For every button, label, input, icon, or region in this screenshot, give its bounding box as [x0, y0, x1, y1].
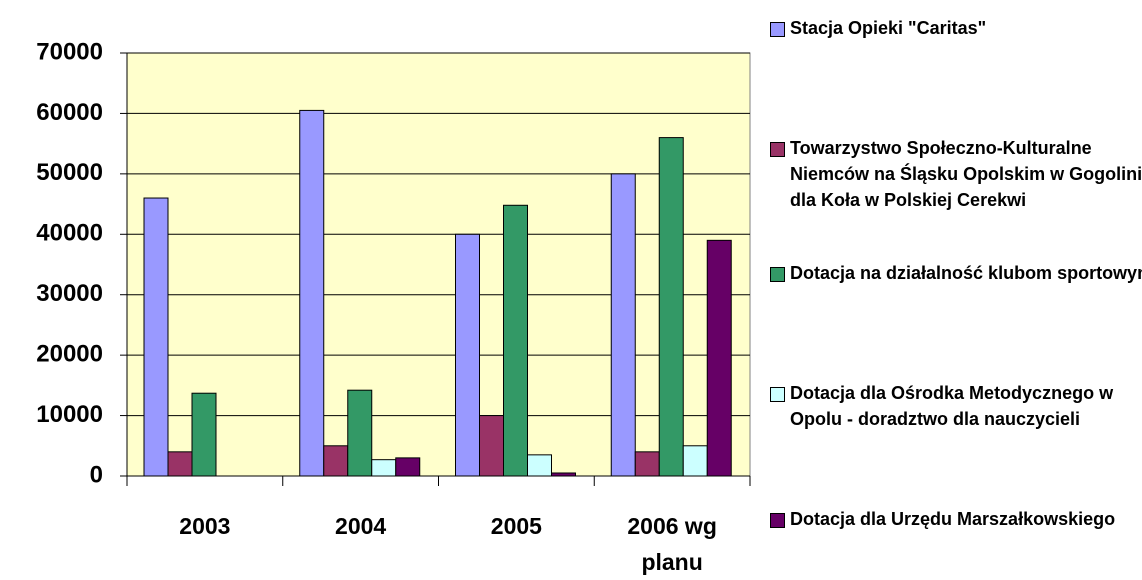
bar — [682, 445, 708, 477]
legend-entry: Towarzystwo Społeczno-Kulturalne Niemców… — [770, 135, 1142, 213]
y-tick-label: 10000 — [36, 401, 103, 428]
bar — [323, 445, 349, 477]
bar — [299, 109, 325, 477]
bar — [455, 233, 480, 477]
bar — [371, 459, 397, 477]
bar — [479, 415, 504, 477]
legend-entry: Dotacja dla Ośrodka Metodycznego w Opolu… — [770, 380, 1142, 432]
y-tick-label: 40000 — [36, 220, 103, 247]
bar — [634, 451, 660, 477]
y-tick-label: 20000 — [36, 340, 103, 367]
legend-swatch — [770, 387, 785, 402]
x-tick-label: 2006 wg planu — [627, 513, 717, 575]
y-tick-label: 70000 — [36, 38, 103, 65]
bar — [143, 197, 169, 477]
legend-entry: Stacja Opieki "Caritas" — [770, 15, 1142, 41]
bar — [527, 454, 552, 477]
y-tick-label: 50000 — [36, 159, 103, 186]
bar — [395, 457, 421, 477]
legend-entry: Dotacja dla Urzędu Marszałkowskiego — [770, 506, 1142, 532]
legend-label: Towarzystwo Społeczno-Kulturalne Niemców… — [790, 138, 1142, 210]
legend-swatch — [770, 142, 785, 157]
bar — [610, 173, 636, 477]
bar — [167, 451, 193, 477]
legend-swatch — [770, 22, 785, 37]
legend-entry: Dotacja na działalność klubom sportowym — [770, 260, 1142, 286]
bar — [503, 204, 528, 477]
bar — [706, 239, 732, 477]
legend-label: Dotacja dla Urzędu Marszałkowskiego — [790, 509, 1116, 529]
bar — [658, 137, 684, 477]
plot-area — [126, 52, 751, 477]
legend-label: Dotacja dla Ośrodka Metodycznego w Opolu… — [790, 383, 1114, 429]
y-tick-label: 30000 — [36, 280, 103, 307]
x-tick-label: 2005 — [490, 513, 542, 539]
bar — [347, 389, 373, 477]
y-tick-label: 0 — [90, 461, 103, 488]
legend-label: Stacja Opieki "Caritas" — [790, 18, 987, 38]
x-tick-label: 2003 — [179, 513, 231, 539]
legend-swatch — [770, 267, 785, 282]
legend-swatch — [770, 513, 785, 528]
legend-label: Dotacja na działalność klubom sportowym — [790, 263, 1142, 283]
x-tick-label: 2004 — [335, 513, 387, 539]
y-tick-label: 60000 — [36, 99, 103, 126]
bar — [191, 392, 217, 477]
